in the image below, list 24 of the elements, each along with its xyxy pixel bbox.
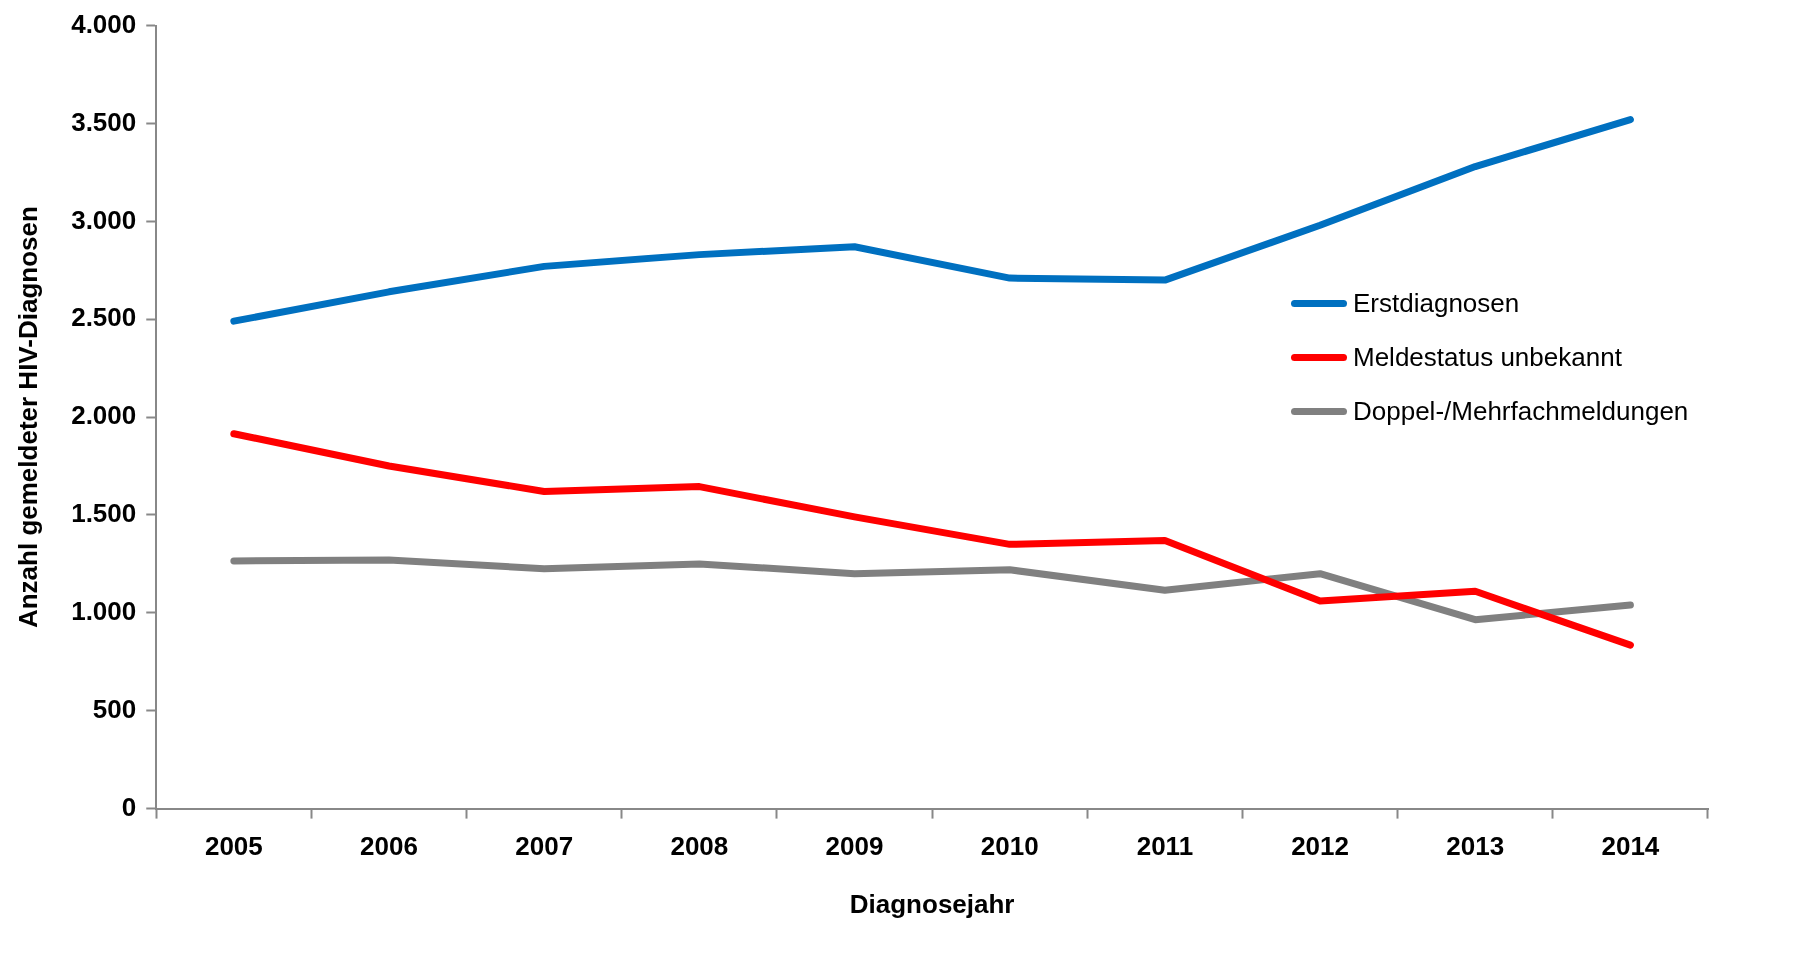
y-tick-label: 2.000 bbox=[71, 400, 137, 431]
x-tick-label: 2014 bbox=[1601, 831, 1660, 862]
x-tick-label: 2007 bbox=[515, 831, 574, 862]
x-tick-label: 2010 bbox=[980, 831, 1039, 862]
x-tick-label: 2012 bbox=[1291, 831, 1349, 862]
y-tick-label: 4.000 bbox=[71, 8, 137, 39]
y-tick-label: 2.500 bbox=[71, 302, 137, 333]
x-tick-label: 2008 bbox=[670, 831, 729, 862]
y-tick-label: 1.500 bbox=[71, 498, 137, 529]
x-axis-title: Diagnosejahr bbox=[849, 888, 1015, 919]
y-tick-label: 3.000 bbox=[71, 204, 137, 235]
x-tick-label: 2005 bbox=[204, 831, 263, 862]
y-tick-label: 0 bbox=[121, 791, 137, 822]
x-tick-label: 2011 bbox=[1136, 831, 1194, 862]
x-tick-label: 2013 bbox=[1446, 831, 1505, 862]
y-tick-label: 500 bbox=[92, 693, 137, 724]
x-tick-label: 2009 bbox=[825, 831, 884, 862]
y-tick-label: 1.000 bbox=[71, 596, 137, 627]
legend-label: Meldestatus unbekannt bbox=[1353, 341, 1622, 373]
x-tick-label: 2006 bbox=[360, 831, 418, 862]
y-axis-title: Anzahl gemeldeter HIV-Diagnosen bbox=[12, 206, 43, 629]
legend-label: Erstdiagnosen bbox=[1353, 287, 1520, 319]
legend-label: Doppel-/Mehrfachmeldungen bbox=[1353, 395, 1689, 427]
y-tick-label: 3.500 bbox=[71, 106, 137, 137]
